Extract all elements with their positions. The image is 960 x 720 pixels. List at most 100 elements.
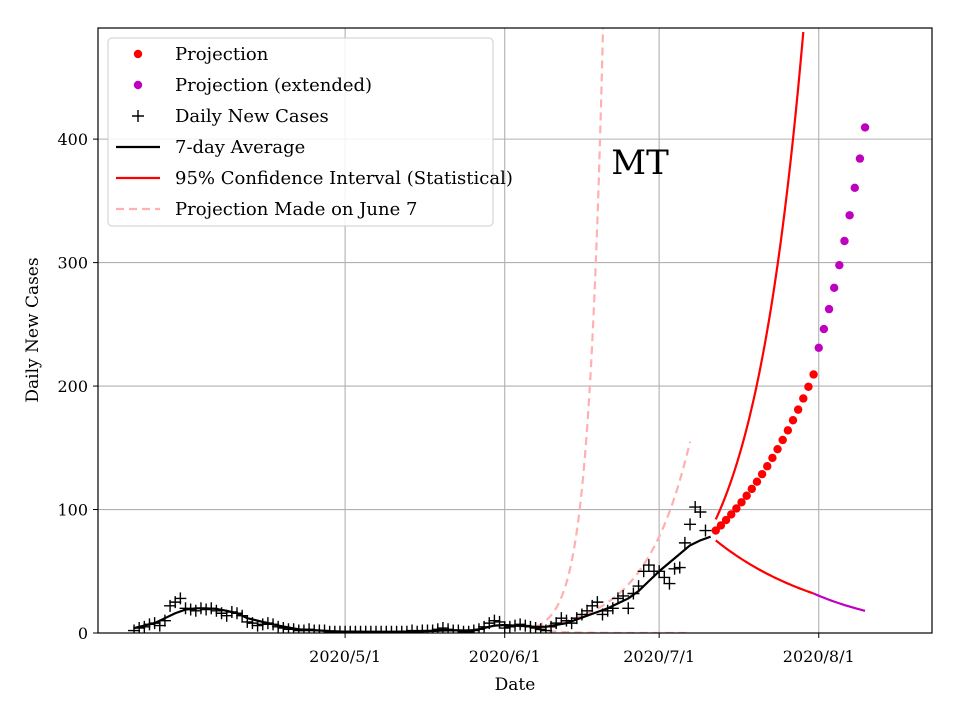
daily-case-marker (205, 602, 218, 615)
projection-point (788, 416, 798, 425)
projection-point (804, 382, 813, 391)
projection-point (747, 484, 757, 494)
daily-case-marker (550, 617, 563, 630)
daily-case-marker (529, 622, 542, 633)
daily-case-marker (493, 615, 506, 628)
projection-point (793, 405, 803, 414)
projection-extended-point (850, 183, 859, 193)
daily-case-marker (637, 565, 650, 578)
daily-case-marker (622, 602, 635, 615)
daily-case-marker (303, 623, 316, 633)
projection-point (757, 469, 767, 479)
projection-extended-point (814, 343, 823, 352)
daily-case-marker (411, 625, 424, 633)
projection-point (773, 444, 782, 454)
daily-case-marker (642, 559, 655, 572)
daily-case-marker (684, 518, 697, 531)
daily-case-marker (138, 620, 151, 633)
x-tick-label: 2020/6/1 (469, 647, 541, 666)
daily-case-marker (678, 536, 691, 549)
daily-case-marker (400, 625, 413, 633)
daily-case-marker (210, 604, 223, 617)
daily-case-marker (699, 524, 712, 537)
daily-case-marker (452, 624, 465, 633)
legend: Projection Projection (extended) Daily New… (107, 37, 513, 227)
daily-case-marker (256, 618, 269, 631)
daily-case-marker (431, 623, 444, 633)
projection-extended-point (840, 236, 849, 246)
daily-case-marker (462, 625, 475, 633)
daily-case-marker (426, 624, 439, 633)
daily-case-marker (483, 617, 496, 630)
daily-case-marker (611, 592, 624, 605)
daily-case-marker (673, 561, 686, 574)
daily-case-marker (617, 589, 630, 602)
legend-label-projection: Projection (175, 44, 269, 65)
daily-case-marker (668, 562, 681, 575)
projection-extended-point (845, 211, 854, 220)
projection-point (721, 515, 731, 525)
daily-case-marker (519, 619, 532, 632)
daily-case-marker (153, 619, 166, 632)
daily-case-marker (179, 602, 192, 615)
daily-case-marker (632, 580, 645, 593)
x-axis-title: Date (495, 675, 536, 695)
legend-label-average: 7-day Average (175, 137, 305, 158)
projection-extended-point (860, 123, 870, 132)
projection-point (732, 504, 741, 513)
daily-case-marker (534, 623, 547, 633)
daily-case-marker (189, 604, 202, 617)
ticks: 2020/5/1 2020/6/1 2020/7/1 2020/8/1 0 100 200 3… (57, 130, 854, 666)
projection-extended-point (819, 324, 829, 334)
daily-case-marker (267, 618, 280, 631)
projection-point (727, 510, 736, 519)
x-tick-label: 2020/5/1 (309, 647, 381, 666)
daily-case-marker (158, 614, 171, 627)
projection-point (716, 521, 726, 530)
daily-case-marker (472, 623, 485, 633)
legend-label-daily: Daily New Cases (175, 106, 329, 127)
legend-marker-projection (133, 49, 143, 59)
daily-case-marker (241, 615, 254, 628)
projection-point (778, 435, 787, 445)
daily-case-marker (555, 612, 568, 625)
daily-case-marker (524, 620, 537, 633)
daily-case-marker (148, 617, 161, 630)
projection-extended-point (855, 154, 865, 163)
daily-case-marker (231, 607, 243, 620)
daily-case-marker (225, 606, 238, 619)
projection-extended-point (824, 304, 834, 314)
y-tick-label: 100 (57, 501, 88, 520)
daily-case-marker (406, 624, 419, 633)
daily-case-marker (272, 620, 285, 633)
daily-case-marker (200, 603, 213, 616)
projection-point (783, 426, 793, 435)
daily-case-marker (128, 624, 141, 633)
daily-case-marker (174, 592, 187, 605)
legend-label-june7: Projection Made on June 7 (175, 199, 417, 220)
state-annotation: MT (611, 143, 669, 183)
daily-case-marker (560, 614, 573, 627)
daily-case-marker (133, 622, 146, 633)
legend-label-projection_extended: Projection (extended) (175, 75, 372, 96)
y-tick-label: 200 (57, 377, 88, 396)
x-tick-label: 2020/8/1 (783, 647, 855, 666)
y-tick-label: 300 (57, 254, 88, 273)
projection-point (737, 498, 746, 507)
daily-case-marker (194, 602, 207, 615)
daily-case-marker (467, 624, 480, 633)
legend-marker-projection_extended (133, 80, 143, 90)
daily-case-marker (297, 624, 310, 633)
projection-extended-point (829, 283, 839, 293)
daily-case-marker (694, 506, 707, 518)
legend-label-ci: 95% Confidence Interval (Statistical) (175, 168, 513, 189)
legend-box (107, 37, 494, 227)
daily-case-marker (498, 622, 511, 633)
daily-case-marker (653, 565, 666, 578)
y-tick-label: 0 (78, 624, 88, 643)
daily-case-marker (689, 501, 702, 514)
ci-lower-extended-line (813, 592, 866, 612)
daily-case-marker (236, 609, 249, 622)
daily-case-marker (261, 617, 274, 630)
